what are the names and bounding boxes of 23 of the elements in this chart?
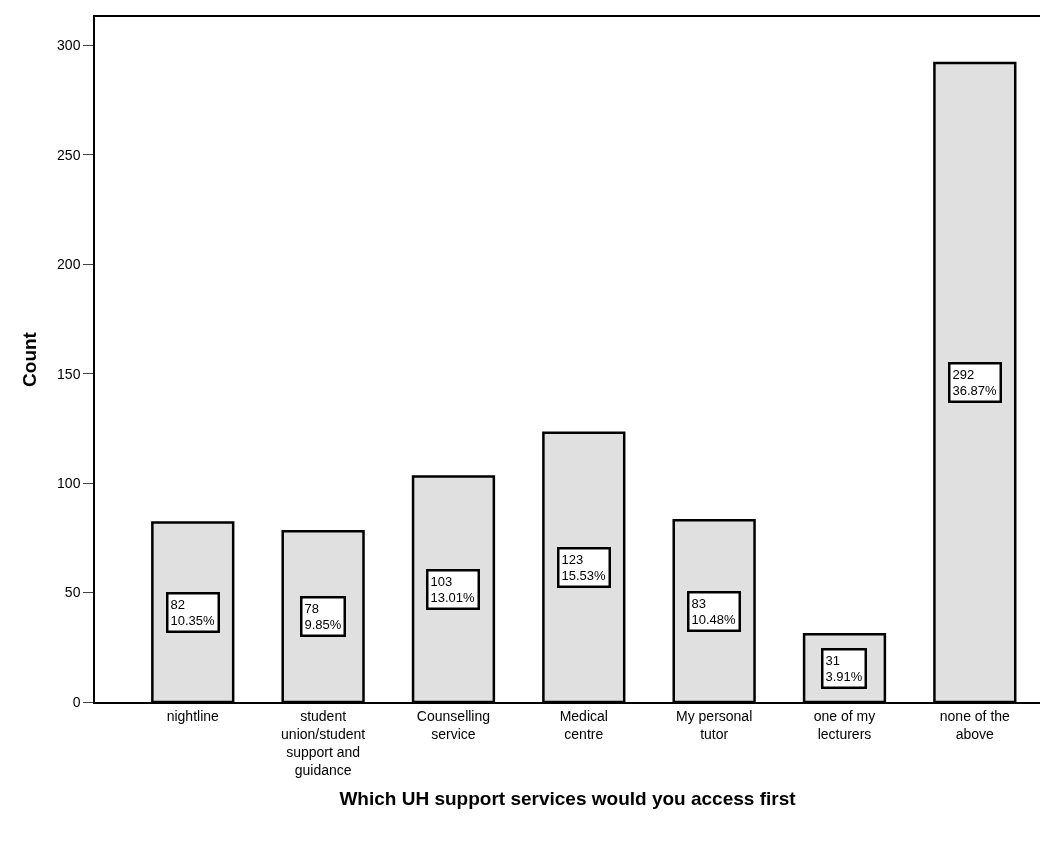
y-tick-label: 0 <box>72 693 81 710</box>
y-tick-label: 250 <box>57 146 81 163</box>
x-tick-label: none of the above <box>939 707 1011 742</box>
x-tick-label: Counselling service <box>416 707 491 742</box>
y-tick-label: 50 <box>64 584 81 601</box>
y-tick-label: 150 <box>57 365 81 382</box>
data-label: 103 13.01% <box>430 573 476 606</box>
x-tick-label: student union/student support and guidance <box>281 707 366 779</box>
x-tick-label: one of my lecturers <box>813 707 876 742</box>
data-label: 123 15.53% <box>561 551 607 584</box>
y-tick-label: 200 <box>57 256 81 273</box>
data-label: 83 10.48% <box>691 595 737 628</box>
y-axis-title: Count <box>19 331 41 387</box>
x-tick-label: Medical centre <box>559 707 608 742</box>
y-tick-label: 300 <box>57 37 81 54</box>
data-label: 292 36.87% <box>952 366 998 399</box>
y-tick-label: 100 <box>57 475 81 492</box>
x-axis-title: Which UH support services would you access first <box>339 788 797 810</box>
data-label: 31 3.91% <box>825 652 863 685</box>
data-label: 82 10.35% <box>170 596 216 629</box>
x-tick-label: My personal tutor <box>676 707 753 742</box>
x-tick-label: nightline <box>166 707 220 724</box>
data-label: 78 9.85% <box>304 600 342 633</box>
